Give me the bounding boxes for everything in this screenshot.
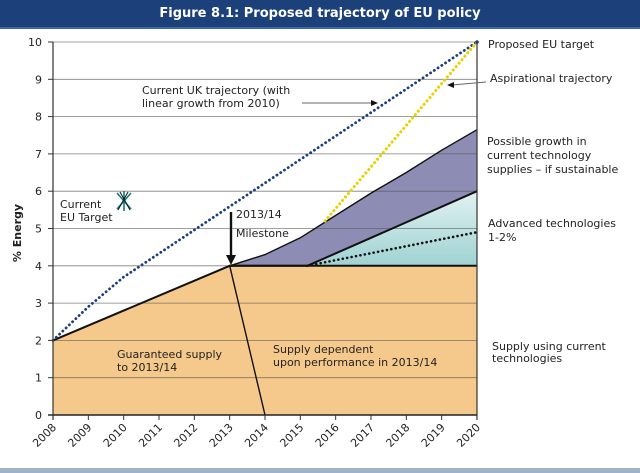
line-uk-trajectory	[51, 40, 479, 342]
y-tick-label-5: 5	[35, 223, 42, 236]
y-tick-label-6: 6	[35, 185, 42, 198]
label-current-eu-target-2: EU Target	[60, 211, 113, 224]
x-tick-label-2013: 2013	[207, 421, 236, 450]
label-advanced-1: Advanced technologies	[488, 217, 616, 230]
aspirational-arrowhead	[447, 82, 454, 88]
eu-target-asterisk-icon	[116, 191, 132, 211]
uk-trajectory-arrowhead	[371, 100, 378, 106]
y-axis-label: % Energy	[11, 204, 24, 262]
x-tick-label-2015: 2015	[277, 421, 306, 450]
milestone-arrowhead	[226, 255, 236, 265]
label-milestone-1: 2013/14	[236, 208, 282, 221]
y-tick-label-9: 9	[35, 73, 42, 86]
label-dependent-2: upon performance in 2013/14	[273, 356, 437, 369]
label-uk-trajectory-2: linear growth from 2010)	[142, 97, 280, 110]
label-guaranteed-1: Guaranteed supply	[117, 348, 223, 361]
label-proposed-eu-target: Proposed EU target	[488, 38, 595, 51]
line-aspirational-trajectory	[323, 40, 479, 223]
y-tick-label-10: 10	[28, 36, 42, 49]
line-possible-growth-top	[229, 129, 478, 267]
label-advanced-2: 1-2%	[488, 231, 516, 244]
label-possible-growth-2: current technology	[487, 149, 592, 162]
y-tick-label-4: 4	[35, 260, 42, 273]
x-tick-label-2009: 2009	[65, 421, 94, 450]
y-tick-label-7: 7	[35, 148, 42, 161]
x-tick-label-2010: 2010	[101, 421, 130, 450]
label-aspirational-trajectory: Aspirational trajectory	[490, 72, 613, 85]
x-tick-label-2012: 2012	[171, 421, 200, 450]
label-guaranteed-2: to 2013/14	[117, 361, 177, 374]
label-supply-current-1: Supply using current	[492, 340, 607, 353]
aspirational-pointer	[451, 81, 487, 86]
x-tick-label-2017: 2017	[348, 421, 377, 450]
label-possible-growth-3: supplies – if sustainable	[487, 163, 618, 176]
y-tick-label-8: 8	[35, 111, 42, 124]
label-current-eu-target-1: Current	[60, 198, 102, 211]
label-dependent-1: Supply dependent	[273, 343, 374, 356]
y-tick-label-3: 3	[35, 297, 42, 310]
x-tick-label-2014: 2014	[242, 421, 271, 450]
x-tick-label-2018: 2018	[383, 421, 412, 450]
y-tick-label-0: 0	[35, 409, 42, 422]
label-uk-trajectory-1: Current UK trajectory (with	[142, 84, 290, 97]
x-tick-label-2008: 2008	[30, 421, 59, 450]
x-tick-label-2016: 2016	[313, 421, 342, 450]
label-possible-growth-1: Possible growth in	[487, 135, 587, 148]
label-milestone-2: Milestone	[236, 227, 289, 240]
x-tick-label-2019: 2019	[419, 421, 448, 450]
chart-title: Figure 8.1: Proposed trajectory of EU po…	[0, 0, 640, 29]
footer-band	[0, 468, 640, 473]
line-advanced-dotted-trend	[306, 230, 479, 268]
y-tick-label-1: 1	[35, 372, 42, 385]
x-tick-label-2011: 2011	[136, 421, 165, 450]
line-milestone-split	[229, 265, 266, 416]
y-tick-label-2: 2	[35, 334, 42, 347]
label-supply-current-2: technologies	[492, 352, 562, 365]
x-tick-label-2020: 2020	[454, 421, 483, 450]
area-possible-growth	[229, 129, 477, 266]
